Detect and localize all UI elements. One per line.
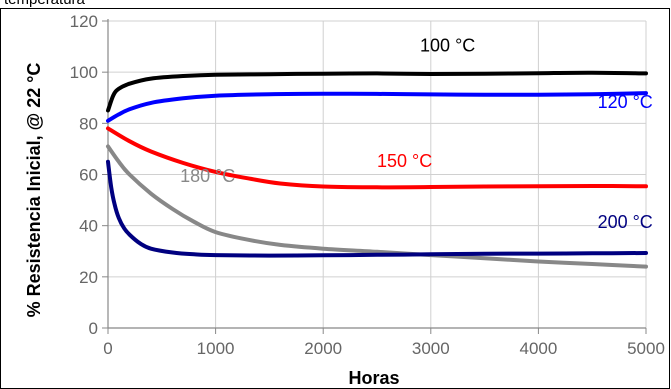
tick-labels: 0 20 40 60 80 100 120 0 1000 2000 3000 4000 5000 [70,12,665,358]
series-labels: 100 °C 120 °C 150 °C 180 °C 200 °C [180,36,653,233]
x-tick-label: 1000 [197,339,235,358]
y-tick-label: 80 [79,114,98,133]
series-label: 180 °C [180,166,235,186]
chart-title-fragment: temperatura [4,0,85,8]
x-tick-label: 4000 [519,339,557,358]
y-tick-label: 100 [70,63,98,82]
series-label: 120 °C [598,92,653,112]
x-tick-label: 2000 [304,339,342,358]
series-label: 150 °C [377,151,432,171]
y-tick-label: 60 [79,166,98,185]
x-tick-label: 3000 [412,339,450,358]
series [106,70,648,269]
series-line [106,126,648,190]
series-label: 200 °C [598,212,653,232]
x-axis-label: Horas [348,368,399,388]
y-tick-label: 20 [79,268,98,287]
y-tick-label: 120 [70,12,98,31]
y-axis-label: % Resistencia Inicial, @ 22 °C [24,63,44,318]
series-line [106,159,648,258]
series-line [106,70,648,113]
series-label: 100 °C [420,36,475,56]
series-line [106,91,648,123]
chart-frame [0,8,670,389]
y-tick-label: 40 [79,217,98,236]
y-tick-label: 0 [89,319,98,338]
x-tick-label: 0 [103,339,112,358]
series-line [106,144,648,269]
x-tick-label: 5000 [627,339,665,358]
